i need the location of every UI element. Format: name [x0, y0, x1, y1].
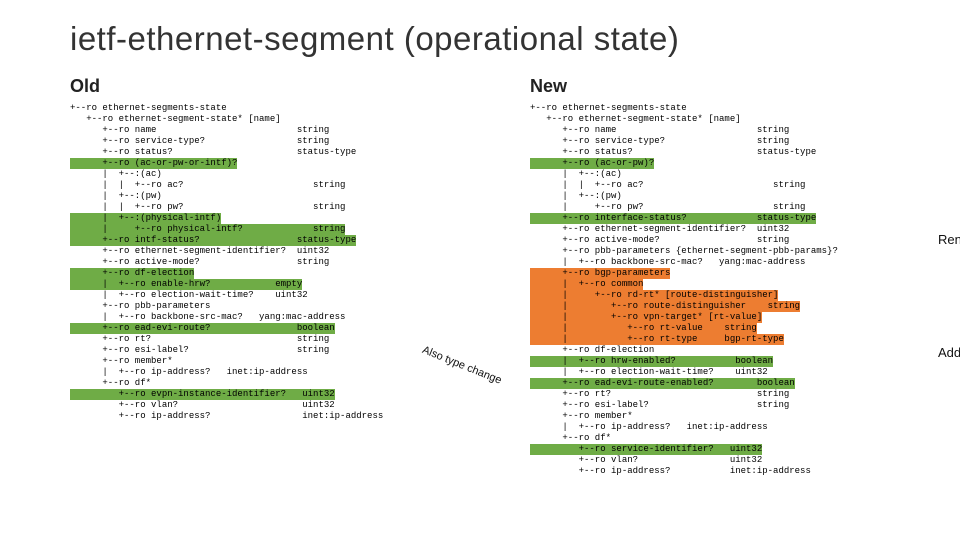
tree-line: +--ro active-mode? string: [530, 235, 789, 245]
columns: Old +--ro ethernet-segments-state +--ro …: [70, 76, 960, 477]
tree-line: +--ro active-mode? string: [70, 257, 329, 267]
tree-line: +--ro ethernet-segments-state: [70, 103, 227, 113]
tree-line: +--ro ethernet-segments-state: [530, 103, 687, 113]
tree-line: | +--ro rd-rt* [route-distinguisher]: [530, 290, 778, 301]
slide: ietf-ethernet-segment (operational state…: [0, 0, 960, 540]
tree-line: +--ro esi-label? string: [530, 400, 789, 410]
tree-line: | +--:(pw): [70, 191, 162, 201]
tree-line: +--ro df*: [70, 378, 151, 388]
tree-line: | +--ro backbone-src-mac? yang:mac-addre…: [530, 257, 805, 267]
annotation-added: Added to match c: [938, 345, 960, 360]
tree-line: | +--ro ip-address? inet:ip-address: [530, 422, 768, 432]
tree-line: +--ro bgp-parameters: [530, 268, 670, 279]
column-new: New +--ro ethernet-segments-state +--ro …: [530, 76, 950, 477]
tree-line: +--ro (ac-or-pw-or-intf)?: [70, 158, 237, 169]
old-header: Old: [70, 76, 500, 97]
new-header: New: [530, 76, 950, 97]
tree-line: +--ro pbb-parameters: [70, 301, 210, 311]
tree-line: +--ro member*: [530, 411, 633, 421]
tree-line: +--ro name string: [530, 125, 789, 135]
tree-line: +--ro esi-label? string: [70, 345, 329, 355]
tree-line: | +--ro route-distinguisher string: [530, 301, 800, 312]
tree-line: | +--ro ip-address? inet:ip-address: [70, 367, 308, 377]
tree-line: +--ro ip-address? inet:ip-address: [530, 466, 811, 476]
tree-line: | +--ro common: [530, 279, 643, 290]
tree-line: | +--ro physical-intf? string: [70, 224, 345, 235]
tree-line: +--ro df-election: [70, 268, 194, 279]
tree-line: | +--:(ac): [70, 169, 162, 179]
tree-line: +--ro ead-evi-route-enabled? boolean: [530, 378, 795, 389]
tree-line: +--ro df-election: [530, 345, 654, 355]
tree-line: +--ro interface-status? status-type: [530, 213, 816, 224]
tree-line: +--ro vlan? uint32: [530, 455, 762, 465]
tree-line: | | +--ro pw? string: [70, 202, 345, 212]
tree-line: +--ro df*: [530, 433, 611, 443]
tree-line: | +--ro pw? string: [530, 202, 805, 212]
tree-line: +--ro service-identifier? uint32: [530, 444, 762, 455]
tree-line: +--ro rt? string: [530, 389, 789, 399]
tree-line: | +--:(pw): [530, 191, 622, 201]
tree-line: +--ro member*: [70, 356, 173, 366]
tree-line: +--ro pbb-parameters {ethernet-segment-p…: [530, 246, 838, 256]
annotation-renamed: Renamed: [938, 232, 960, 247]
tree-line: | | +--ro ac? string: [70, 180, 345, 190]
tree-line: | | +--ro ac? string: [530, 180, 805, 190]
tree-line: | +--ro election-wait-time? uint32: [530, 367, 768, 377]
tree-line: | +--ro hrw-enabled? boolean: [530, 356, 773, 367]
tree-line: +--ro ethernet-segment-identifier? uint3…: [70, 246, 329, 256]
slide-title: ietf-ethernet-segment (operational state…: [70, 20, 960, 58]
tree-line: | +--ro election-wait-time? uint32: [70, 290, 308, 300]
tree-line: +--ro status? status-type: [70, 147, 356, 157]
tree-line: +--ro rt? string: [70, 334, 329, 344]
tree-line: +--ro ethernet-segment-identifier? uint3…: [530, 224, 789, 234]
tree-line: +--ro service-type? string: [70, 136, 329, 146]
tree-line: | +--:(physical-intf): [70, 213, 221, 224]
tree-line: | +--ro rt-type bgp-rt-type: [530, 334, 784, 345]
tree-line: +--ro intf-status? status-type: [70, 235, 356, 246]
tree-line: +--ro ethernet-segment-state* [name]: [70, 114, 281, 124]
tree-line: +--ro name string: [70, 125, 329, 135]
tree-line: +--ro ead-evi-route? boolean: [70, 323, 335, 334]
tree-line: | +--ro enable-hrw? empty: [70, 279, 302, 290]
tree-line: +--ro service-type? string: [530, 136, 789, 146]
tree-line: +--ro ethernet-segment-state* [name]: [530, 114, 741, 124]
tree-line: +--ro ip-address? inet:ip-address: [70, 411, 383, 421]
column-old: Old +--ro ethernet-segments-state +--ro …: [70, 76, 500, 477]
tree-line: +--ro (ac-or-pw)?: [530, 158, 654, 169]
old-yang-tree: +--ro ethernet-segments-state +--ro ethe…: [70, 103, 500, 422]
tree-line: +--ro evpn-instance-identifier? uint32: [70, 389, 335, 400]
tree-line: +--ro vlan? uint32: [70, 400, 335, 410]
tree-line: +--ro status? status-type: [530, 147, 816, 157]
tree-line: | +--ro vpn-target* [rt-value]: [530, 312, 762, 323]
tree-line: | +--ro backbone-src-mac? yang:mac-addre…: [70, 312, 345, 322]
tree-line: | +--:(ac): [530, 169, 622, 179]
tree-line: | +--ro rt-value string: [530, 323, 757, 334]
new-yang-tree: +--ro ethernet-segments-state +--ro ethe…: [530, 103, 950, 477]
